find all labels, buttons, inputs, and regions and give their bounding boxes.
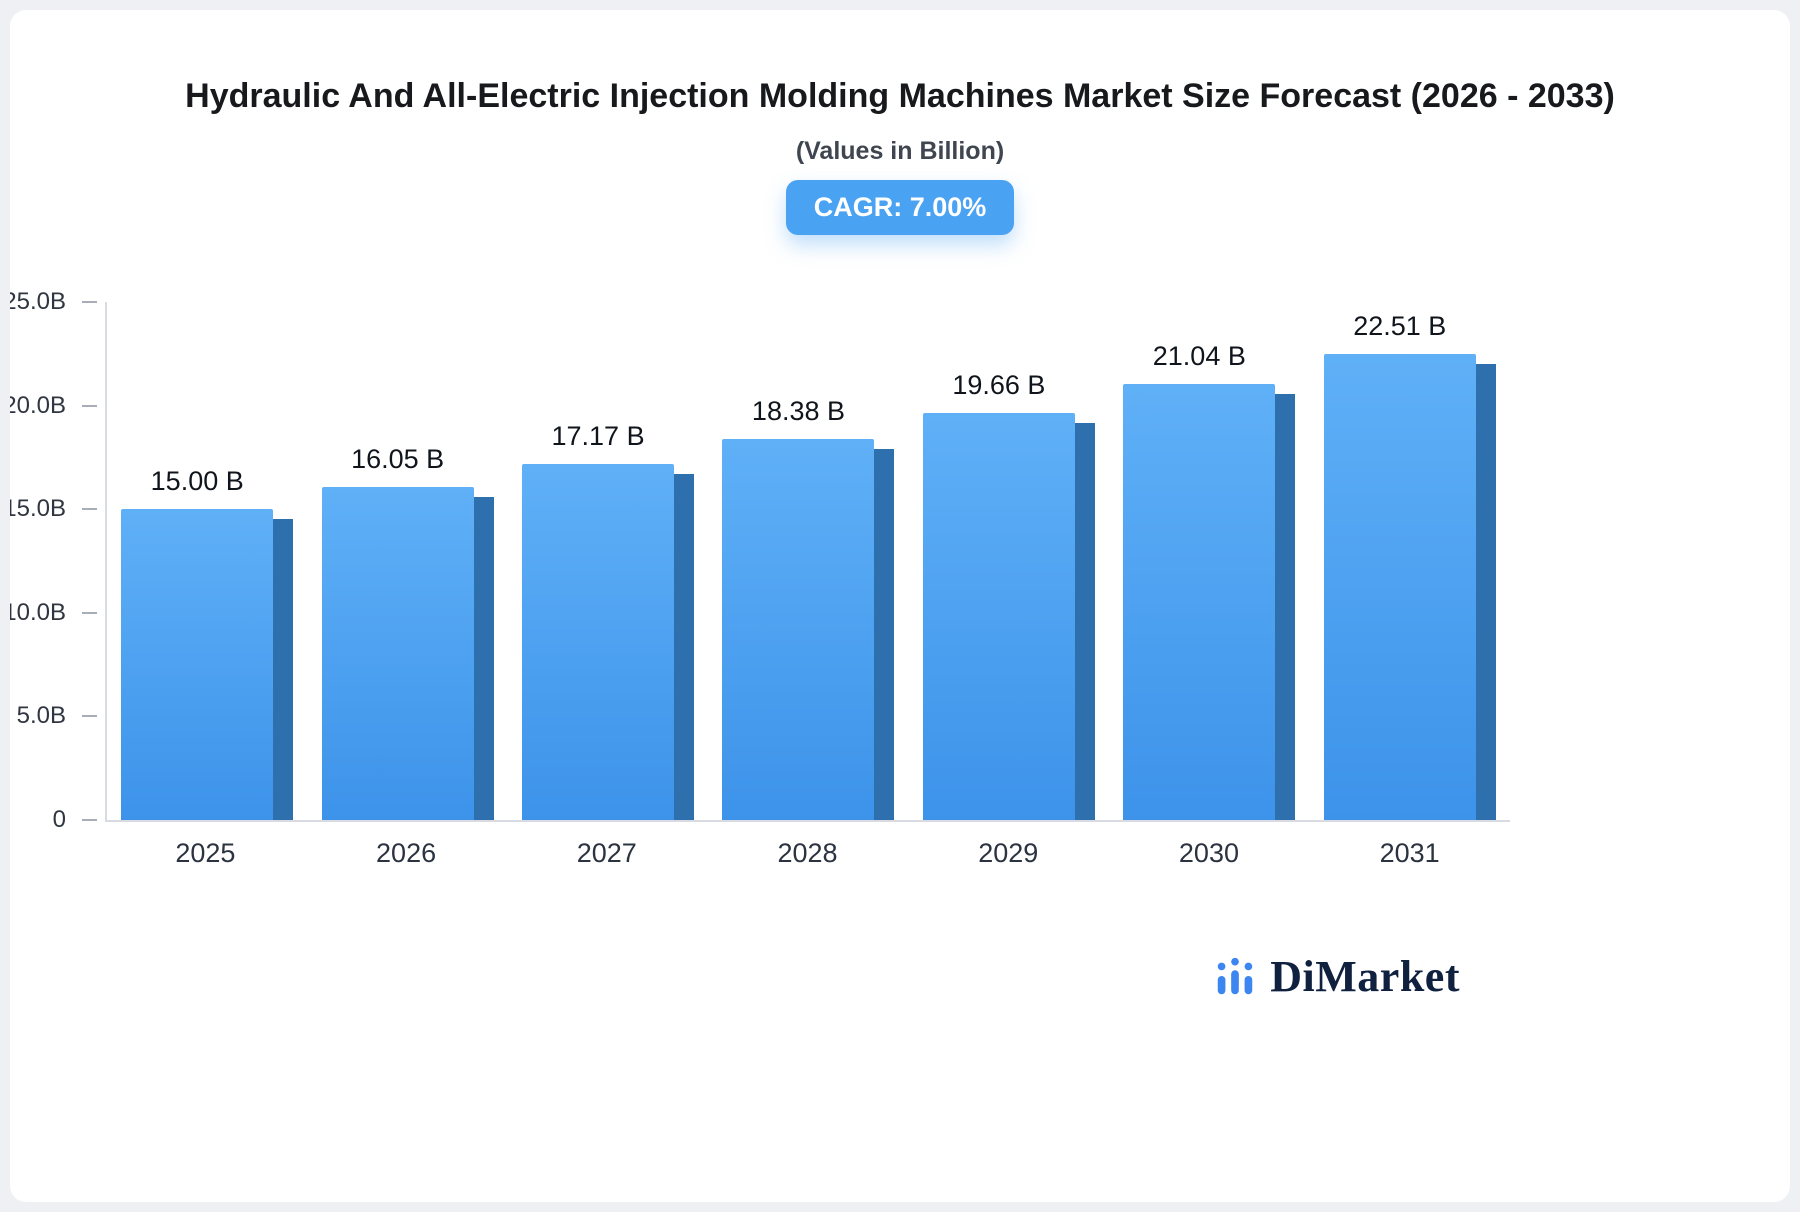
bar-face bbox=[121, 509, 274, 820]
x-axis-label-2028: 2028 bbox=[777, 838, 838, 868]
bar-face bbox=[1323, 353, 1476, 820]
cagr-badge-row: CAGR: 7.00% bbox=[10, 180, 1790, 236]
bar-2030: 21.04 B bbox=[1123, 341, 1296, 820]
bar-face bbox=[722, 439, 875, 820]
chart-title: Hydraulic And All-Electric Injection Mol… bbox=[185, 77, 1615, 115]
y-tick: 15.0B bbox=[10, 495, 107, 523]
bar-slot: 21.04 B bbox=[1109, 302, 1309, 820]
y-tick-mark bbox=[82, 404, 97, 407]
bar-2029: 19.66 B bbox=[922, 370, 1095, 820]
y-tick: 20.0B bbox=[10, 392, 107, 420]
y-tick-label: 10.0B bbox=[10, 598, 66, 626]
bar-side-3d bbox=[674, 474, 695, 820]
chart-subtitle: (Values in Billion) bbox=[795, 137, 1005, 166]
y-tick-label: 5.0B bbox=[16, 702, 66, 730]
y-tick: 0 bbox=[53, 806, 107, 834]
bar-value-label: 21.04 B bbox=[1152, 341, 1246, 372]
y-tick: 10.0B bbox=[10, 599, 107, 627]
brand-logo: DiMarket bbox=[1212, 951, 1460, 1002]
bar-face bbox=[321, 487, 474, 820]
x-axis-label-2030: 2030 bbox=[1178, 838, 1239, 868]
bar-side-3d bbox=[874, 449, 895, 820]
x-axis-label-2026: 2026 bbox=[376, 838, 437, 868]
bar-face bbox=[922, 412, 1075, 820]
plot-area: 25.0B 20.0B 15.0B 10.0B 5.0B 0 15.00 B 16.05 B 1… bbox=[10, 288, 1510, 833]
bar-side-3d bbox=[273, 519, 294, 820]
bar-slot: 15.00 B bbox=[107, 302, 307, 820]
brand-name: DiMarket bbox=[1270, 952, 1460, 1001]
bar-value-label: 15.00 B bbox=[150, 466, 244, 497]
bar-slot: 17.17 B bbox=[508, 302, 708, 820]
y-tick-mark bbox=[82, 508, 97, 511]
bar-chart: 25.0B 20.0B 15.0B 10.0B 5.0B 0 15.00 B 16.05 B 1… bbox=[10, 288, 1510, 869]
y-tick-mark bbox=[82, 611, 97, 614]
bar-2026: 16.05 B bbox=[321, 444, 494, 820]
cagr-badge: CAGR: 7.00% bbox=[785, 180, 1015, 236]
bar-side-3d bbox=[1275, 394, 1296, 820]
bar-slot: 19.66 B bbox=[909, 302, 1109, 820]
bar-slot: 18.38 B bbox=[708, 302, 908, 820]
y-tick: 5.0B bbox=[17, 702, 107, 730]
bar-face bbox=[522, 464, 675, 820]
x-axis-labels: 2025 2026 2027 2028 2029 2030 2031 bbox=[105, 838, 1510, 869]
x-axis-label-2027: 2027 bbox=[576, 838, 637, 868]
bar-value-label: 18.38 B bbox=[751, 396, 845, 427]
x-axis-label-2029: 2029 bbox=[978, 838, 1039, 868]
y-tick-mark bbox=[82, 301, 97, 303]
bar-slot: 22.51 B bbox=[1310, 302, 1510, 820]
y-tick-mark bbox=[82, 819, 97, 821]
y-tick: 25.0B bbox=[10, 288, 107, 316]
chart-card: Hydraulic And All-Electric Injection Mol… bbox=[10, 10, 1790, 1202]
bar-face bbox=[1123, 384, 1276, 820]
dimarket-icon bbox=[1218, 957, 1253, 994]
y-tick-label: 0 bbox=[52, 806, 66, 833]
bar-value-label: 22.51 B bbox=[1353, 310, 1447, 341]
bar-side-3d bbox=[1475, 363, 1496, 820]
bar-2027: 17.17 B bbox=[522, 421, 695, 820]
bar-slot: 16.05 B bbox=[307, 302, 507, 820]
y-tick-label: 25.0B bbox=[10, 288, 66, 315]
y-tick-label: 15.0B bbox=[10, 495, 66, 523]
y-tick-label: 20.0B bbox=[10, 391, 66, 419]
bar-2025: 15.00 B bbox=[121, 466, 294, 820]
bar-value-label: 17.17 B bbox=[551, 421, 645, 452]
bar-2028: 18.38 B bbox=[722, 396, 895, 820]
bar-value-label: 16.05 B bbox=[351, 444, 445, 475]
bar-side-3d bbox=[473, 497, 494, 820]
y-tick-mark bbox=[82, 715, 97, 718]
x-axis-label-2031: 2031 bbox=[1379, 838, 1440, 868]
bar-value-label: 19.66 B bbox=[952, 369, 1046, 400]
x-axis-label-2025: 2025 bbox=[175, 838, 236, 868]
bar-2031: 22.51 B bbox=[1323, 311, 1496, 820]
bar-side-3d bbox=[1074, 422, 1095, 820]
